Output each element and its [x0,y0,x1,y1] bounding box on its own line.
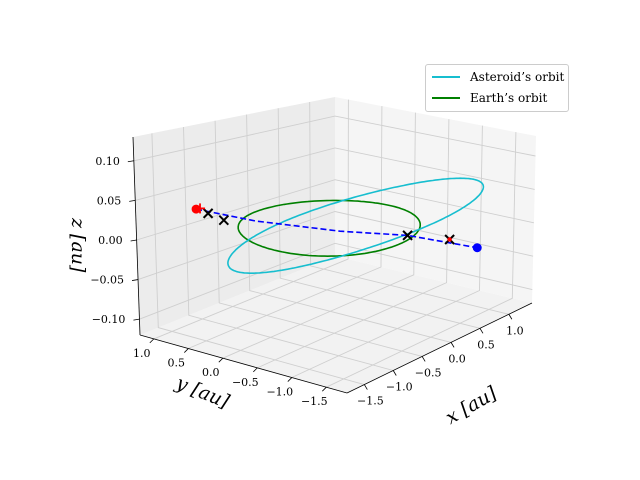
y-tick-label: 1.0 [133,347,151,360]
grid-line-z [136,179,534,241]
z-tick-mark [133,318,140,321]
y-tick-label: −0.5 [232,376,259,389]
y-tick-label: −1.5 [301,395,328,408]
grid-line-z [139,242,533,320]
cross-1-stroke-b [202,208,214,219]
grid-line-x [183,126,394,371]
cross-3 [402,230,413,241]
z-axis-line [132,136,141,336]
legend-item-asteroid: Asteroid’s orbit [432,68,564,86]
grid-line-z [135,147,535,201]
grid-line-y [257,119,450,369]
asteroid-orbit [227,177,485,275]
x-tick-label: 0.0 [448,352,466,365]
legend-label-earth: Earth’s orbit [470,91,548,105]
grid-line-x [309,101,510,315]
transfer-path [195,208,478,249]
axis-lines [132,136,533,394]
y-tick-mark [184,348,189,353]
legend: Asteroid’s orbit Earth’s orbit [425,64,569,112]
point-markers [191,203,482,253]
legend-swatch-earth [432,97,460,99]
x-axis-label: x [au] [442,382,501,429]
cross-2-stroke-b [218,214,230,226]
z-tick-label: 0.05 [97,194,122,207]
plus-start [195,203,206,214]
x-tick-mark [364,384,368,390]
tick-marks: −1.5−1.0−0.50.00.51.01.00.50.0−0.5−1.0−1… [90,155,523,408]
x-axis-line [346,302,533,394]
y-tick-label: 0.0 [202,366,220,379]
x-tick-mark [392,370,397,376]
orbit-curves [195,177,485,275]
cross-2 [218,214,230,226]
grid-lines [133,99,536,388]
z-tick-mark [130,239,137,242]
x-tick-label: 0.5 [477,338,495,351]
earth-orbit [237,199,422,258]
legend-label-asteroid: Asteroid’s orbit [470,70,565,84]
grid-line-x [151,133,365,386]
y-tick-label: −1.0 [266,386,293,399]
grid-line-y [222,112,416,359]
back-pane-x [335,97,536,303]
x-tick-label: 1.0 [506,324,524,337]
grid-line-z [137,211,534,281]
x-tick-mark [479,328,484,334]
legend-swatch-asteroid [432,76,460,78]
cross-1 [202,208,214,219]
y-tick-mark [149,338,155,344]
z-tick-label: −0.10 [92,313,126,326]
y-tick-mark [218,357,224,363]
grid-line-x [246,114,452,343]
asteroid-end [472,243,482,253]
grid-line-z [133,115,536,162]
y-tick-mark [287,377,293,382]
x-tick-mark [450,342,455,348]
x-tick-label: −1.5 [357,395,384,408]
z-tick-label: 0.10 [95,155,120,168]
z-axis-label: z [au] [67,217,89,273]
x-tick-mark [508,314,513,320]
grid-line-y [188,106,383,349]
y-tick-mark [322,386,327,392]
floor-pane [140,256,532,393]
x-tick-label: −1.0 [386,381,413,394]
grid-line-y [291,125,483,378]
x-tick-mark [421,356,426,362]
x-tick-label: −0.5 [415,366,442,379]
z-tick-mark [127,160,134,163]
z-tick-label: −0.05 [90,274,124,287]
grid-line-x [277,108,481,329]
y-axis-line [139,334,348,394]
z-tick-mark [131,279,139,281]
z-tick-label: 0.00 [98,234,123,247]
y-tick-label: 0.5 [168,357,186,370]
cross-3-stroke-b [402,230,413,241]
z-tick-mark [129,199,136,202]
y-tick-mark [253,367,258,373]
legend-item-earth: Earth’s orbit [432,89,547,107]
grid-line-y [153,99,349,340]
dot-near-cross4 [447,237,452,242]
grid-line-y [326,132,517,388]
grid-line-x [214,120,423,357]
